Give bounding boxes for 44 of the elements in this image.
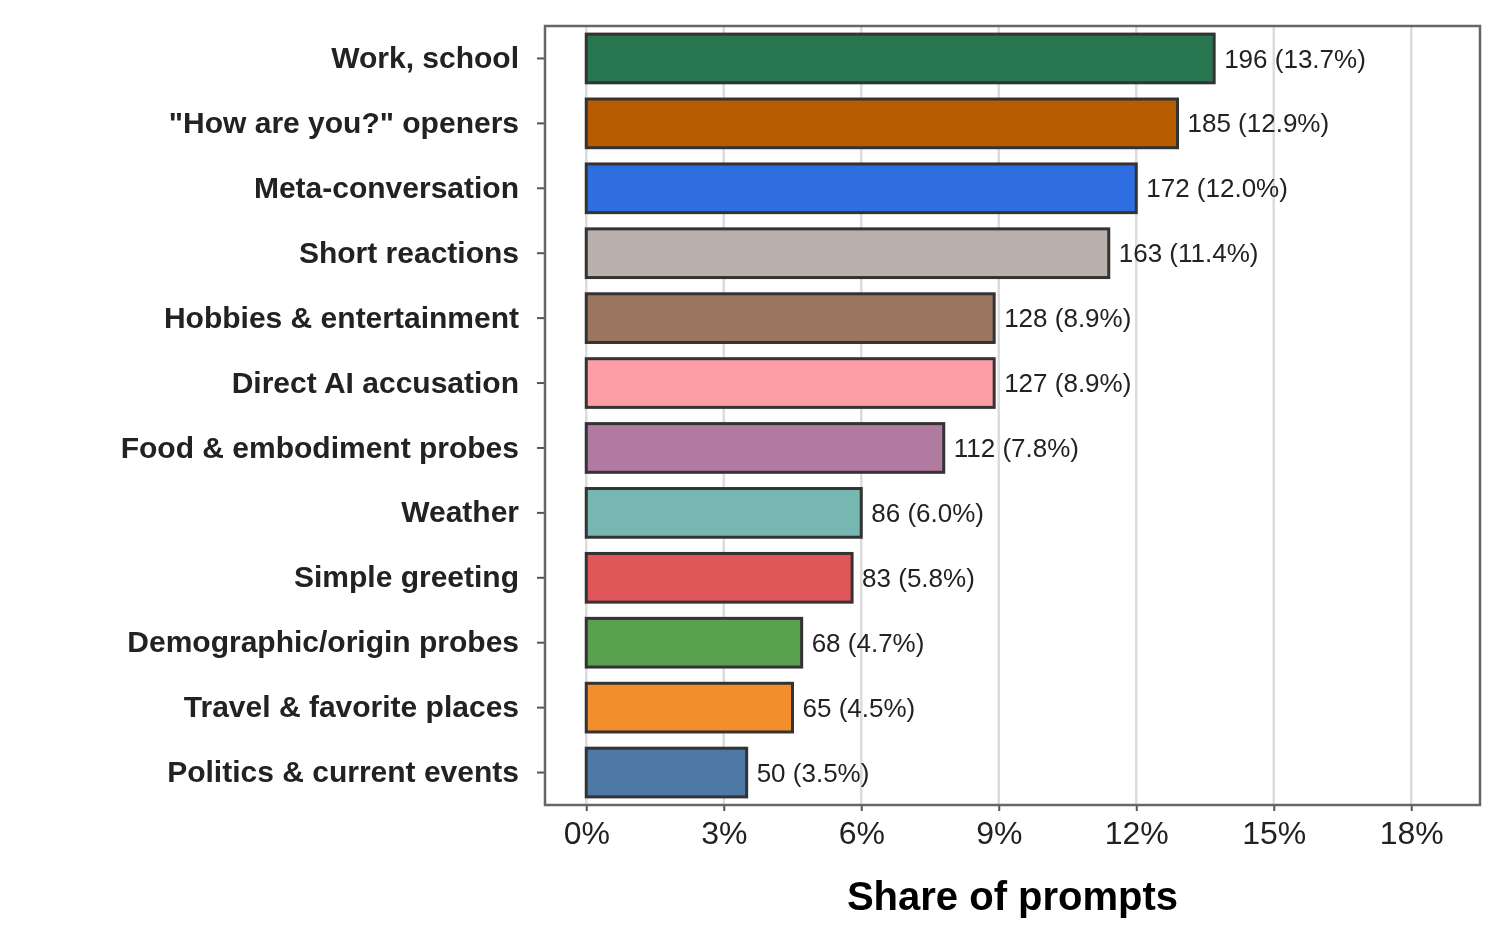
y-tick-label: Food & embodiment probes — [120, 430, 519, 464]
bar — [584, 551, 854, 604]
x-tick-label: 18% — [1379, 814, 1444, 851]
y-tick-label: Politics & current events — [167, 755, 519, 789]
data-label: 127 (8.9%) — [1004, 368, 1132, 399]
x-tick-label: 12% — [1104, 814, 1169, 851]
y-tick-label: Hobbies & entertainment — [163, 300, 519, 334]
y-tick-label: Direct AI accusation — [231, 365, 519, 399]
bar — [584, 746, 749, 799]
data-label: 83 (5.8%) — [862, 562, 975, 593]
data-label: 50 (3.5%) — [756, 757, 870, 788]
y-tick-label: Meta-conversation — [253, 170, 519, 204]
bar — [584, 422, 946, 474]
bar — [584, 162, 1138, 215]
data-label: 112 (7.8%) — [953, 433, 1080, 464]
x-axis-title: Share of prompts — [846, 874, 1179, 918]
x-tick-label: 3% — [701, 814, 748, 851]
bar — [584, 616, 804, 669]
x-tick-label: 6% — [838, 814, 885, 851]
bar — [584, 32, 1216, 85]
data-label: 163 (11.4%) — [1118, 238, 1259, 269]
y-tick-label: Demographic/origin probes — [127, 625, 519, 659]
bar — [584, 292, 996, 344]
bar — [584, 681, 794, 734]
y-tick-label: Work, school — [331, 41, 519, 75]
x-tick-label: 15% — [1242, 814, 1307, 851]
y-tick-label: Simple greeting — [293, 560, 519, 594]
data-label: 86 (6.0%) — [871, 497, 984, 528]
bar — [584, 357, 996, 409]
data-label: 128 (8.9%) — [1004, 303, 1132, 334]
data-label: 185 (12.9%) — [1187, 108, 1330, 139]
bar — [584, 97, 1179, 150]
y-tick-label: "How are you?" openers — [168, 105, 519, 139]
bar — [584, 487, 863, 539]
y-tick-label: Travel & favorite places — [183, 690, 519, 724]
data-label: 65 (4.5%) — [802, 692, 916, 723]
bar — [584, 227, 1111, 280]
y-tick-label: Short reactions — [298, 235, 519, 269]
y-tick-label: Weather — [401, 495, 520, 529]
data-label: 172 (12.0%) — [1146, 173, 1288, 204]
x-tick-label: 9% — [976, 814, 1023, 851]
data-label: 196 (13.7%) — [1224, 43, 1366, 74]
data-label: 68 (4.7%) — [811, 627, 925, 658]
x-tick-label: 0% — [563, 814, 610, 851]
